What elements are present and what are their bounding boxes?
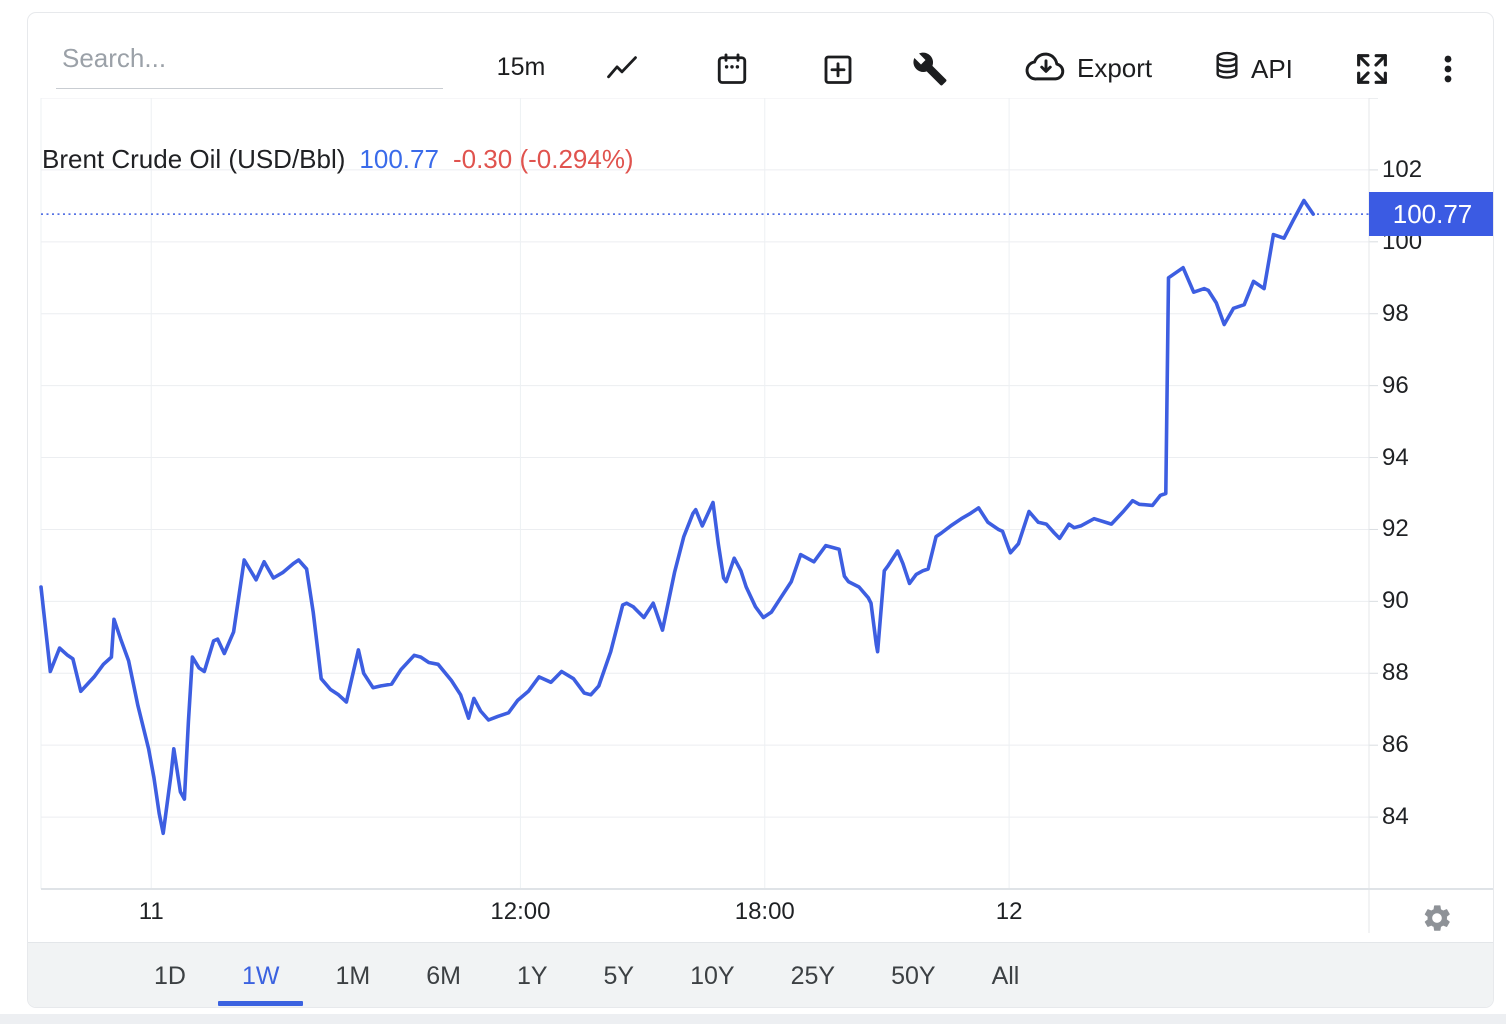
cloud-download-icon [1023,47,1069,90]
export-label: Export [1077,53,1153,83]
interval-selector[interactable]: 15m [496,53,546,81]
price-line [39,198,1315,836]
y-axis-label: 102 [1382,155,1423,183]
tab-5y[interactable]: 5Y [603,961,635,990]
y-axis-label: 90 [1382,587,1409,615]
plus-square-icon [820,50,856,88]
chart-settings-button[interactable] [1421,902,1453,934]
api-button[interactable]: API [1211,47,1293,92]
instrument-title: Brent Crude Oil (USD/Bbl) [42,144,346,174]
tab-6m[interactable]: 6M [426,961,461,990]
tab-1d[interactable]: 1D [154,961,186,990]
chart-legend: Brent Crude Oil (USD/Bbl) 100.77 -0.30 (-0… [42,144,634,175]
expand-arrows-icon [1352,49,1392,89]
tab-1w[interactable]: 1W [218,943,303,1007]
tab-10y[interactable]: 10Y [690,961,735,990]
chart-type-button[interactable] [600,47,644,91]
date-range-button[interactable] [710,47,754,91]
wrench-icon [912,51,948,87]
kebab-menu-icon [1431,50,1465,88]
x-axis-label: 12:00 [490,898,551,925]
y-axis-label: 94 [1382,443,1409,471]
x-axis-label: 18:00 [734,898,795,925]
range-tabbar: 1D 1W 1M 6M 1Y 5Y 10Y 25Y 50Y All [28,942,1493,1007]
gear-icon [1421,905,1453,938]
price-chart[interactable] [28,98,1494,942]
fullscreen-button[interactable] [1350,47,1394,91]
page-bottom-strip [0,1014,1506,1024]
y-axis-label: 84 [1382,803,1409,831]
tab-1m[interactable]: 1M [335,961,371,990]
last-price-badge: 100.77 [1369,192,1493,237]
compare-button[interactable] [816,47,860,91]
y-axis-label: 96 [1382,371,1409,399]
tab-all[interactable]: All [991,961,1020,990]
chart-area: Brent Crude Oil (USD/Bbl) 100.77 -0.30 (-0… [28,98,1494,942]
more-menu-button[interactable] [1426,47,1470,91]
y-axis-label: 98 [1382,299,1409,327]
y-axis-label: 86 [1382,731,1409,759]
y-axis-label: 88 [1382,659,1409,687]
line-chart-icon [603,52,641,86]
tab-50y[interactable]: 50Y [891,961,936,990]
x-axis-label: 12 [995,898,1023,925]
settings-tools-button[interactable] [908,47,952,91]
x-axis-label: 11 [138,898,164,925]
toolbar: 15m [28,13,1493,98]
database-icon [1211,47,1243,92]
api-label: API [1251,54,1293,84]
tab-1y[interactable]: 1Y [516,961,548,990]
last-price: 100.77 [359,144,439,174]
calendar-icon [714,50,750,88]
tab-25y[interactable]: 25Y [790,961,836,990]
y-axis-label: 92 [1382,515,1409,543]
export-button[interactable]: Export [1023,47,1152,90]
search-input[interactable] [56,39,443,89]
price-change: -0.30 (-0.294%) [452,144,634,174]
chart-widget: 15m [27,12,1494,1008]
